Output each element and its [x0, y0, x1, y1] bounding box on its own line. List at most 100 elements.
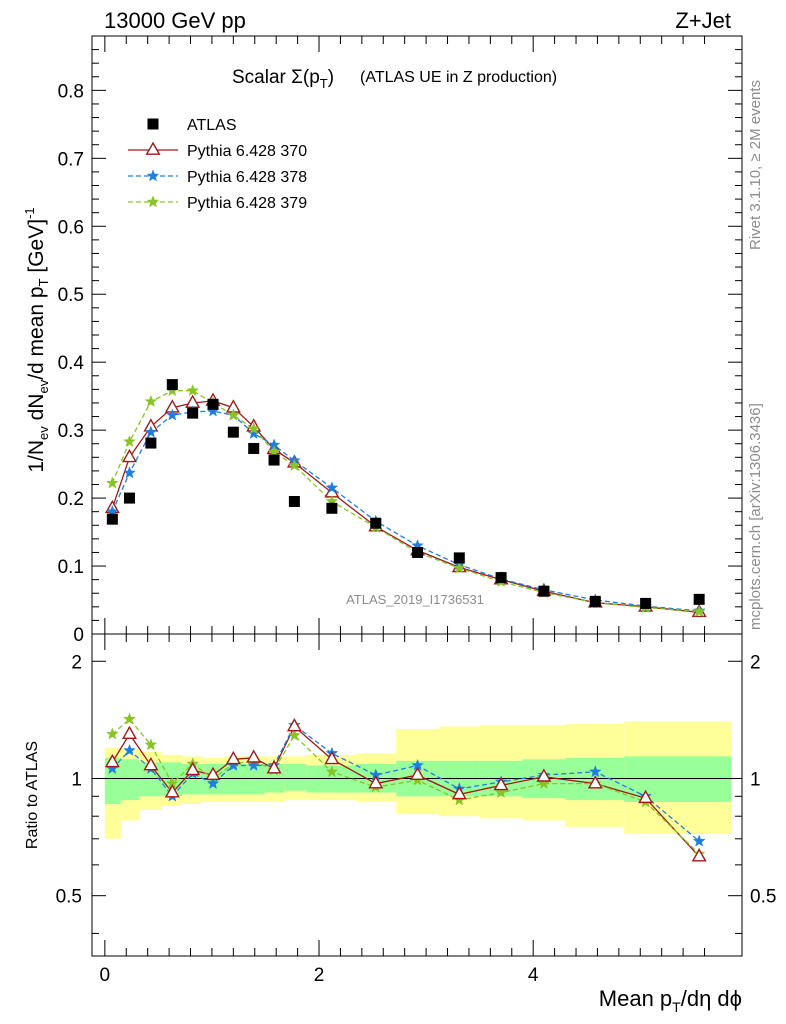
main-point-3-0 [105, 476, 119, 489]
ratio-point-2-1 [123, 712, 136, 725]
main-ytick-label: 0.2 [58, 489, 84, 510]
ratio-point-0-6 [225, 750, 241, 765]
main-ytick-label: 0.3 [58, 421, 84, 442]
legend: ATLAS Pythia 6.428 370 Pythia 6.428 378 Pyt… [128, 117, 307, 212]
ratio-point-0-7 [246, 749, 262, 763]
main-point-0-3 [166, 379, 178, 391]
main-point-0-12 [412, 546, 424, 558]
main-point-3-4 [186, 383, 200, 397]
ratio-point-0-0 [104, 753, 120, 768]
ratio-ticks [92, 634, 742, 956]
ratio-point-0-11 [368, 775, 384, 789]
ratio-point-1-18 [692, 834, 706, 847]
ratio-band-inner [223, 763, 245, 795]
header-left: 13000 GeV pp [104, 8, 246, 33]
ratio-point-2-2 [144, 738, 158, 751]
analysis-watermark: ATLAS_2019_I1736531 [346, 592, 484, 607]
main-point-2-7 [247, 426, 261, 439]
plot-title-rest: (ATLAS UE in Z production) [360, 69, 557, 86]
main-ytick-label: 0.6 [58, 217, 84, 238]
ratio-xtick-label: 4 [528, 965, 539, 986]
main-point-0-15 [538, 585, 550, 597]
ratio-band-inner [120, 759, 140, 801]
ratio-point-0-12 [410, 766, 426, 781]
main-point-3-9 [288, 458, 301, 471]
ratio-band-inner [667, 756, 732, 803]
main-point-0-4 [187, 407, 199, 419]
main-ytick-label: 0.5 [58, 285, 84, 306]
main-ytick-label: 0.4 [58, 353, 85, 374]
ratio-ytick-label-right: 1 [750, 769, 761, 790]
ratio-point-0-2 [143, 757, 159, 771]
ratio-point-2-15 [537, 776, 551, 790]
legend-marker-2 [146, 169, 160, 182]
main-point-2-3 [165, 408, 179, 421]
main-series-line-2 [111, 410, 700, 612]
plot-title-sub: T [320, 76, 328, 91]
x-axis-label: Mean pT/dη dϕ [599, 986, 742, 1015]
main-point-2-2 [144, 425, 158, 438]
main-panel: 0 0.1 0.2 0.3 0.4 0.5 0.6 0.7 0.8 Scalar Σ(pT) (… [22, 35, 743, 646]
legend-label-2: Pythia 6.428 378 [187, 169, 307, 186]
main-point-1-1 [121, 448, 137, 463]
ratio-point-0-15 [536, 768, 552, 782]
ratio-point-0-5 [205, 766, 221, 781]
main-point-0-0 [106, 513, 118, 525]
ratio-point-2-10 [325, 765, 339, 778]
main-point-3-8 [267, 445, 281, 458]
main-point-2-1 [123, 466, 136, 479]
main-point-3-18 [692, 604, 706, 617]
ratio-band-inner [244, 763, 265, 795]
main-y-axis-label: 1/Nev dNev/d mean pT [GeV]-1 [22, 207, 51, 472]
main-ytick-label: 0.8 [58, 81, 84, 102]
main-point-3-7 [247, 422, 261, 435]
ratio-point-0-10 [324, 750, 340, 765]
ratio-point-0-9 [286, 718, 302, 732]
ratio-ytick-label: 0.5 [56, 887, 82, 908]
ratio-point-1-16 [588, 765, 602, 778]
ratio-xtick-label: 0 [100, 965, 111, 986]
ratio-band-inner [104, 757, 121, 804]
main-point-3-6 [226, 408, 240, 421]
main-point-0-16 [589, 595, 601, 607]
ratio-point-0-1 [121, 725, 137, 740]
ratio-point-0-17 [638, 789, 654, 804]
ratio-point-1-5 [206, 776, 220, 790]
ratio-ytick-label-right: 2 [750, 652, 761, 673]
ratio-y-axis-label: Ratio to ATLAS [24, 741, 41, 849]
ratio-band-inner [139, 762, 162, 797]
ratio-band-inner [284, 763, 307, 791]
main-ytick-label: 0.1 [58, 557, 84, 578]
main-point-0-11 [370, 517, 382, 529]
header-right: Z+Jet [675, 8, 731, 33]
main-point-0-2 [145, 437, 157, 449]
main-ticks [92, 36, 742, 635]
ratio-frame [91, 633, 743, 957]
main-point-0-14 [495, 572, 507, 584]
legend-label-1: Pythia 6.428 370 [187, 143, 307, 160]
ratio-point-0-3 [164, 784, 180, 798]
main-point-3-1 [123, 435, 136, 448]
plot-title-main: Scalar Σ(p [232, 67, 320, 88]
ratio-point-0-8 [266, 760, 282, 774]
main-point-2-10 [325, 481, 339, 494]
ratio-point-0-18 [691, 848, 707, 862]
main-marks [104, 379, 707, 618]
main-series-line-1 [111, 400, 700, 613]
main-point-0-1 [123, 492, 135, 504]
main-point-0-13 [453, 552, 465, 564]
ratio-x-tick-labels: 0 2 4 [100, 965, 539, 986]
ratio-ytick-label: 1 [71, 769, 82, 790]
plot-title: Scalar Σ(pT) [232, 67, 334, 91]
main-point-0-6 [227, 426, 239, 438]
ratio-point-2-9 [288, 728, 301, 741]
main-point-0-10 [326, 502, 338, 514]
main-point-3-13 [452, 561, 466, 574]
mcplots-text: mcplots.cern.ch [arXiv:1306.3436] [747, 403, 764, 630]
main-y-tick-labels: 0 0.1 0.2 0.3 0.4 0.5 0.6 0.7 0.8 [58, 81, 85, 646]
main-point-0-7 [248, 442, 260, 454]
ratio-ytick-label-right: 0.5 [750, 887, 776, 908]
legend-label-3: Pythia 6.428 379 [187, 195, 307, 212]
ratio-point-0-14 [493, 776, 509, 791]
